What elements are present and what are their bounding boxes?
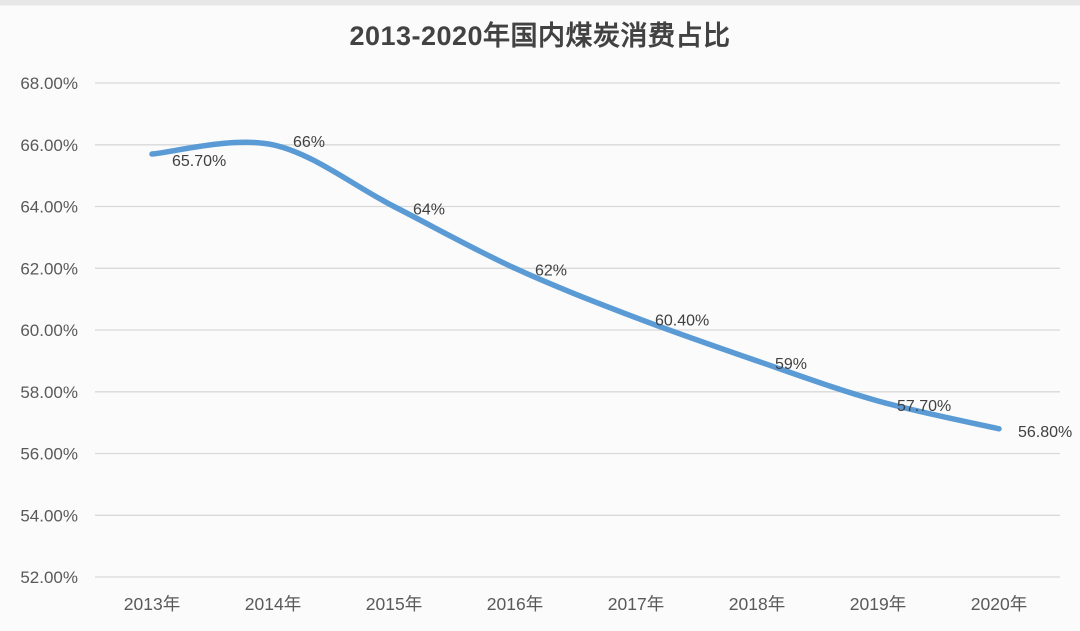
- x-axis-tick-label: 2018年: [729, 594, 785, 614]
- x-axis-tick-label: 2019年: [850, 594, 906, 614]
- series-line: [149, 139, 1002, 432]
- data-point-label: 57.70%: [897, 398, 951, 415]
- data-point-label: 65.70%: [172, 153, 226, 170]
- chart-title: 2013-2020年国内煤炭消费占比: [349, 21, 731, 51]
- y-axis-tick-label: 58.00%: [20, 383, 78, 402]
- x-axis-tick-label: 2014年: [245, 594, 301, 614]
- x-axis-tick-label: 2013年: [124, 594, 180, 614]
- y-axis-tick-label: 66.00%: [20, 136, 78, 155]
- data-point-label: 66%: [293, 134, 325, 151]
- data-point-label: 56.80%: [1018, 424, 1072, 441]
- data-point-label: 60.40%: [655, 313, 709, 330]
- x-axis-tick-label: 2020年: [971, 594, 1027, 614]
- x-axis-tick-label: 2015年: [366, 594, 422, 614]
- y-axis-tick-label: 68.00%: [20, 74, 78, 93]
- y-axis-tick-label: 60.00%: [20, 321, 78, 340]
- top-edge-strip: [0, 0, 1080, 6]
- data-point-label: 64%: [413, 202, 445, 219]
- y-axis-tick-label: 64.00%: [20, 198, 78, 217]
- data-point-label: 59%: [775, 356, 807, 373]
- data-point-label: 62%: [535, 262, 567, 279]
- y-axis-tick-label: 52.00%: [20, 568, 78, 587]
- y-axis-tick-label: 54.00%: [20, 506, 78, 525]
- y-axis-tick-label: 56.00%: [20, 445, 78, 464]
- x-axis-tick-label: 2017年: [608, 594, 664, 614]
- x-axis-tick-label: 2016年: [487, 594, 543, 614]
- y-axis-tick-label: 62.00%: [20, 259, 78, 278]
